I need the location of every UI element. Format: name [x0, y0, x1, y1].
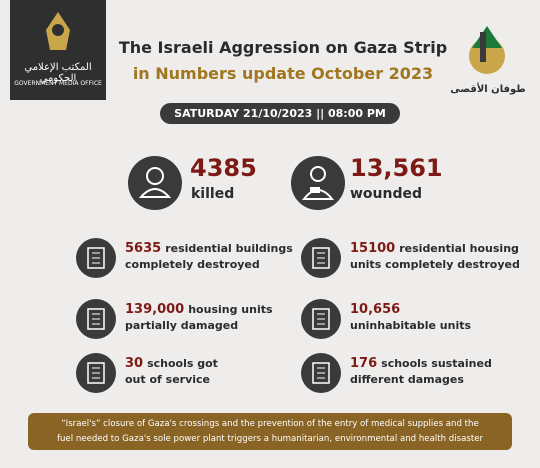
item-line: 15100 residential housing: [350, 241, 520, 257]
item-label: units completely destroyed: [350, 258, 520, 271]
item-label: uninhabitable units: [350, 319, 472, 332]
item-line: 30 schools got: [125, 356, 218, 372]
title-line-1: The Israeli Aggression on Gaza Strip: [118, 38, 448, 57]
item-label: residential buildings: [165, 242, 293, 255]
item-number: 176: [350, 356, 378, 371]
title-line-2: in Numbers update October 2023: [132, 64, 434, 83]
item-icon: [301, 353, 341, 393]
item-text: 30 schools got out of service: [125, 356, 218, 388]
item-text: 139,000 housing units partially damaged: [125, 302, 273, 334]
footer-line: “Israel's” closure of Gaza's crossings a…: [61, 419, 479, 429]
footer-banner: “Israel's” closure of Gaza's crossings a…: [28, 413, 512, 450]
item-line: 10,656: [350, 302, 471, 318]
wounded-label: wounded: [350, 186, 423, 202]
item-icon: [301, 299, 341, 339]
item-label: different damages: [350, 373, 464, 386]
item-number: 30: [125, 356, 144, 371]
logo-arabic: المكتب الإعلامي الحكومي: [24, 62, 92, 84]
item-line: 139,000 housing units: [125, 302, 273, 318]
killed-label: killed: [191, 186, 235, 202]
wounded-number: 13,561: [350, 154, 443, 182]
right-emblem: [469, 26, 505, 74]
wounded-icon: [291, 156, 345, 210]
item-number: 5635: [125, 241, 162, 256]
item-icon: [76, 353, 116, 393]
item-label: schools sustained: [381, 357, 492, 370]
item-label: housing units: [188, 303, 273, 316]
item-line: 5635 residential buildings: [125, 241, 293, 257]
item-label: residential housing: [399, 242, 519, 255]
item-label: schools got: [147, 357, 218, 370]
right-logo-text: طوفان الأقصى: [450, 84, 526, 95]
item-icon: [76, 299, 116, 339]
item-label: out of service: [125, 373, 211, 386]
item-number: 139,000: [125, 302, 185, 317]
item-number: 10,656: [350, 302, 401, 317]
item-label: completely destroyed: [125, 258, 260, 271]
item-line: 176 schools sustained: [350, 356, 492, 372]
killed-number: 4385: [190, 154, 257, 182]
item-text: 15100 residential housing units completely…: [350, 241, 520, 273]
item-text: 5635 residential buildings completely dest…: [125, 241, 293, 273]
item-number: 15100: [350, 241, 396, 256]
footer-line: fuel needed to Gaza's sole power plant t…: [56, 434, 484, 444]
date-bar: SATURDAY 21/10/2023 || 08:00 PM: [160, 103, 400, 124]
item-label: partially damaged: [125, 319, 239, 332]
logo-box: المكتب الإعلامي الحكومي GOVERNMENT MEDIA…: [10, 0, 106, 100]
item-text: 10,656 uninhabitable units: [350, 302, 471, 334]
item-icon: [301, 238, 341, 278]
emblem: [46, 12, 70, 50]
killed-icon: [128, 156, 182, 210]
item-text: 176 schools sustained different damages: [350, 356, 492, 388]
logo-english: GOVERNMENT MEDIA OFFICE: [14, 80, 102, 87]
item-icon: [76, 238, 116, 278]
